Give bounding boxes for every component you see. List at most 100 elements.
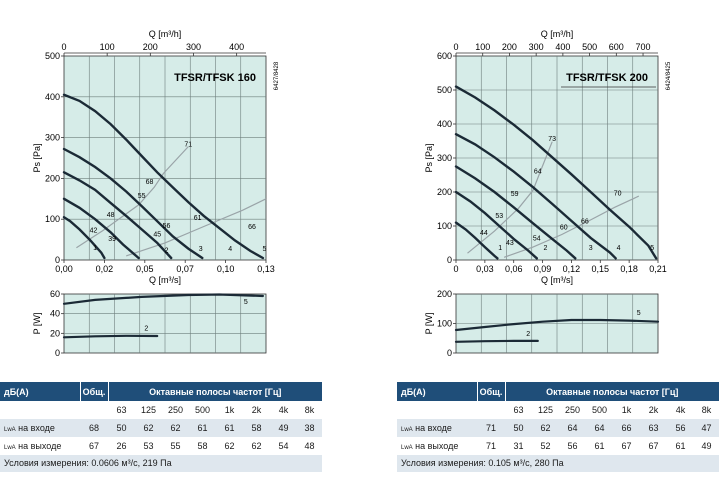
total-header: Общ.: [476, 382, 505, 401]
point-label: 2: [526, 331, 530, 338]
table-row: LwA на входе 68 50 62 62 61 61 58 49 38: [0, 419, 322, 437]
band-value-cell: 67: [640, 437, 667, 455]
y-tick-label: 200: [437, 187, 452, 197]
row-label-text: на выходе: [15, 441, 62, 451]
y-tick-label: 200: [45, 173, 60, 183]
table-row: LwA на выходе 67 26 53 55 58 62 62 54 48: [0, 437, 322, 455]
x-axis-label: Q [m³/s]: [149, 275, 181, 285]
point-label: 73: [548, 136, 556, 143]
series-line-3: [454, 165, 577, 260]
measurement-conditions-200: Условия измерения: 0.105 м³/с, 280 Па: [397, 455, 719, 472]
top-tick-label: 200: [502, 42, 517, 52]
x-tick-label: 0,12: [563, 264, 581, 274]
series-line-2: [454, 339, 539, 343]
y-tick-label: 60: [50, 289, 60, 299]
point-label: 45: [153, 231, 161, 238]
point-label: 66: [248, 224, 256, 231]
band-value-cell: 58: [243, 419, 270, 437]
frequency-cell: 500: [586, 401, 613, 419]
diagram-code: 6427/8428: [274, 61, 280, 90]
row-label-text: на выходе: [412, 441, 459, 451]
x-tick-label: 0,21: [649, 264, 667, 274]
point-label: 44: [480, 230, 488, 237]
x-tick-label: 0,18: [620, 264, 638, 274]
point-label: 56: [163, 223, 171, 230]
band-header: Октавные полосы частот [Гц]: [107, 382, 322, 401]
band-value-cell: 67: [613, 437, 640, 455]
x-tick-label: 0,02: [96, 264, 114, 274]
frequency-cell: 63: [108, 401, 135, 419]
panel-tfsr-160: 0 100 200 300 400 500 71 68 55 61 56 66 48 45 42 39 1 2 3 4…: [0, 29, 322, 472]
point-label: 54: [533, 235, 541, 242]
series-line-4: [454, 133, 617, 260]
total-cell: 71: [477, 437, 505, 455]
band-value-cell: 53: [135, 437, 162, 455]
row-label: LwA на входе: [397, 419, 477, 437]
frequency-row: 63 125 250 500 1k 2k 4k 8k: [0, 401, 322, 419]
frequency-cell: 1k: [216, 401, 243, 419]
band-value-cell: 31: [505, 437, 532, 455]
table-header-row: дБ(A) Общ. Октавные полосы частот [Гц]: [397, 382, 719, 401]
top-tick-label: 0: [453, 42, 458, 52]
band-value-cell: 55: [162, 437, 189, 455]
band-value-cell: 54: [270, 437, 297, 455]
band-value-cell: 62: [243, 437, 270, 455]
y-tick-label: 0: [55, 255, 60, 265]
point-label: 2: [144, 325, 148, 332]
y-tick-label: 100: [437, 221, 452, 231]
band-value-cell: 61: [189, 419, 216, 437]
total-cell: 67: [80, 437, 108, 455]
frequency-cell: 125: [135, 401, 162, 419]
point-label: 5: [244, 299, 248, 306]
chart-title: TFSR/TFSK 200: [566, 72, 648, 84]
row-label-sub: LwA: [4, 427, 16, 433]
unit-header: дБ(A): [397, 382, 477, 401]
y-tick-label: 200: [437, 289, 452, 299]
total-header: Общ.: [79, 382, 108, 401]
efficiency-curve: [126, 198, 267, 257]
top-tick-label: 400: [229, 42, 244, 52]
y-tick-label: 40: [50, 309, 60, 319]
point-label: 43: [506, 240, 514, 247]
row-label-sub: LwA: [401, 427, 413, 433]
band-value-cell: 64: [559, 419, 586, 437]
series-line-2: [62, 334, 159, 339]
table-header-row: дБ(A) Общ. Октавные полосы частот [Гц]: [0, 382, 322, 401]
total-cell: 68: [80, 419, 108, 437]
y-axis-label: Ps [Pa]: [32, 143, 42, 172]
point-label: 48: [107, 212, 115, 219]
efficiency-curve: [503, 195, 640, 258]
series-line-2: [454, 190, 538, 260]
series-line-1: [454, 221, 499, 260]
y-tick-label: 0: [447, 348, 452, 358]
frequency-cell: 63: [505, 401, 532, 419]
y-tick-label: 300: [45, 133, 60, 143]
row-label: LwA на выходе: [397, 437, 477, 455]
top-tick-label: 100: [100, 42, 115, 52]
band-value-cell: 62: [162, 419, 189, 437]
top-tick-label: 400: [555, 42, 570, 52]
band-value-cell: 52: [532, 437, 559, 455]
frequency-cell: 250: [162, 401, 189, 419]
measurement-conditions-160: Условия измерения: 0.0606 м³/с, 219 Па: [0, 455, 322, 472]
series-line-2: [62, 197, 140, 260]
x-tick-label: 0,00: [55, 264, 73, 274]
band-value-cell: 61: [586, 437, 613, 455]
row-label-sub: LwA: [4, 445, 16, 451]
frequency-cell: 4k: [270, 401, 297, 419]
band-value-cell: 26: [108, 437, 135, 455]
series-line-5: [62, 93, 265, 260]
point-label: 1: [93, 245, 97, 252]
top-axis-label: Q [m³/h]: [149, 29, 182, 39]
row-label-sub: LwA: [401, 445, 413, 451]
y-tick-label: 500: [45, 51, 60, 61]
point-label: 60: [560, 224, 568, 231]
point-label: 68: [146, 179, 154, 186]
point-label: 61: [194, 215, 202, 222]
band-value-cell: 50: [108, 419, 135, 437]
frequency-row: 63 125 250 500 1k 2k 4k 8k: [397, 401, 719, 419]
y-axis-label: P [W]: [32, 313, 42, 335]
band-value-cell: 49: [694, 437, 719, 455]
x-tick-label: 0,03: [476, 264, 494, 274]
band-value-cell: 61: [216, 419, 243, 437]
